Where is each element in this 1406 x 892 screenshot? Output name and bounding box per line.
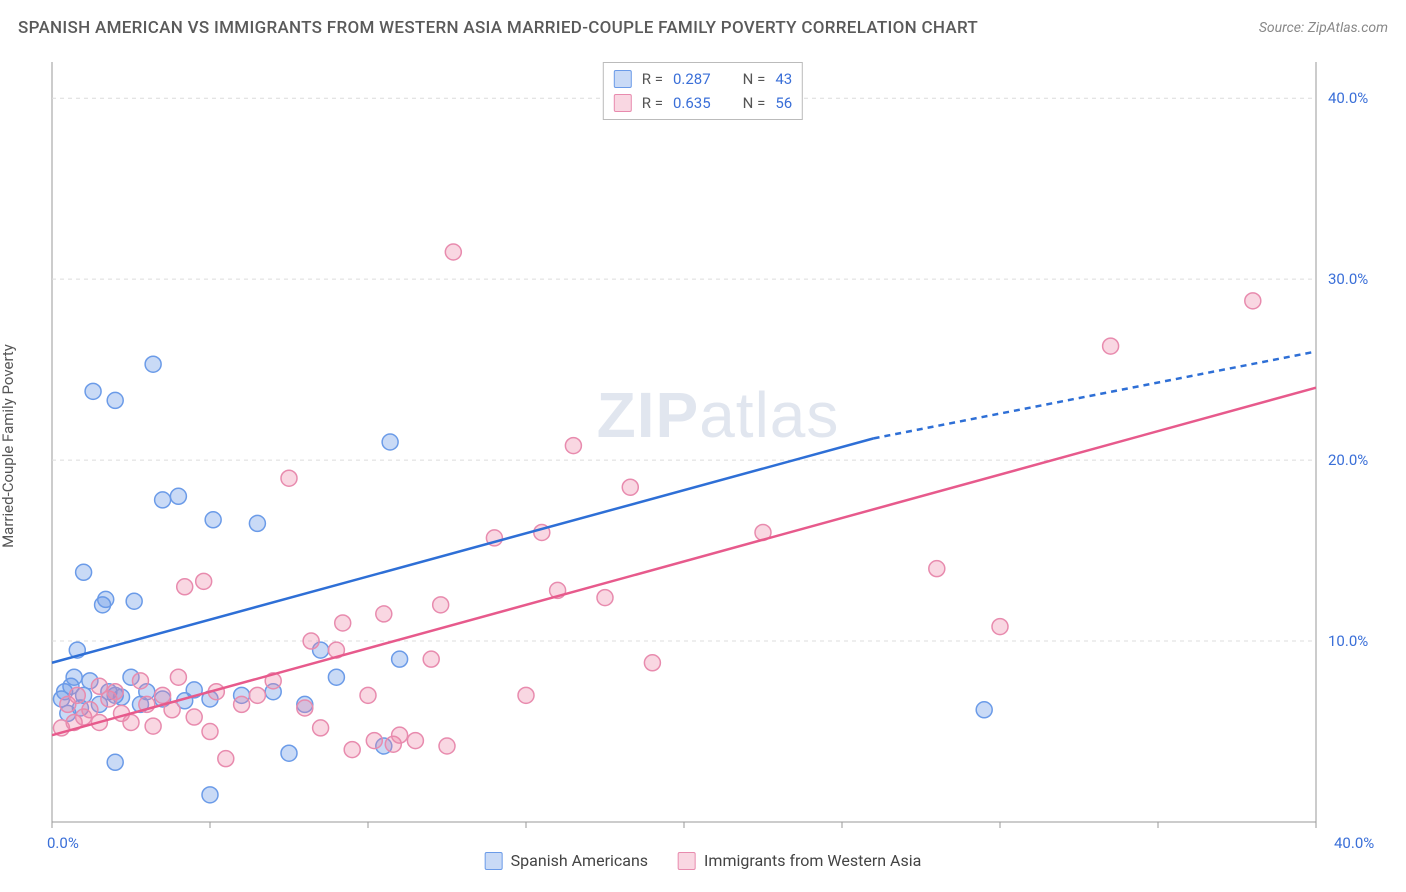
swatch-series-1 xyxy=(614,70,632,88)
series-legend: Spanish Americans Immigrants from Wester… xyxy=(485,851,922,870)
n-label: N = xyxy=(743,91,766,115)
series-2-label: Immigrants from Western Asia xyxy=(704,851,921,870)
svg-text:20.0%: 20.0% xyxy=(1328,451,1368,469)
correlation-legend: R = 0.287 N = 43 R = 0.635 N = 56 xyxy=(603,62,803,120)
svg-text:10.0%: 10.0% xyxy=(1328,632,1368,650)
x-tick-0: 0.0% xyxy=(47,834,79,852)
y-axis-label: Married-Couple Family Poverty xyxy=(0,344,17,548)
swatch-series-2 xyxy=(614,94,632,112)
series-1-label: Spanish Americans xyxy=(511,851,648,870)
legend-item-series-1: Spanish Americans xyxy=(485,851,648,870)
source-label: Source: ZipAtlas.com xyxy=(1259,20,1388,36)
legend-item-series-2: Immigrants from Western Asia xyxy=(678,851,921,870)
n-label: N = xyxy=(743,67,766,91)
svg-text:40.0%: 40.0% xyxy=(1328,89,1368,107)
n-value-2: 56 xyxy=(775,91,792,115)
r-value-1: 0.287 xyxy=(673,67,711,91)
r-label: R = xyxy=(642,67,663,91)
r-label: R = xyxy=(642,91,663,115)
n-value-1: 43 xyxy=(775,67,792,91)
swatch-series-2 xyxy=(678,852,696,870)
chart-title: SPANISH AMERICAN VS IMMIGRANTS FROM WEST… xyxy=(18,18,978,38)
r-value-2: 0.635 xyxy=(673,91,711,115)
legend-row-series-1: R = 0.287 N = 43 xyxy=(614,67,792,91)
legend-row-series-2: R = 0.635 N = 56 xyxy=(614,91,792,115)
scatter-plot-svg: 10.0% 20.0% 30.0% 40.0% xyxy=(50,60,1386,832)
chart-plot-area: ZIPatlas 10.0%20.0%30.0%40.0% xyxy=(50,60,1386,832)
x-tick-40: 40.0% xyxy=(1334,834,1374,852)
svg-text:30.0%: 30.0% xyxy=(1328,270,1368,288)
swatch-series-1 xyxy=(485,852,503,870)
